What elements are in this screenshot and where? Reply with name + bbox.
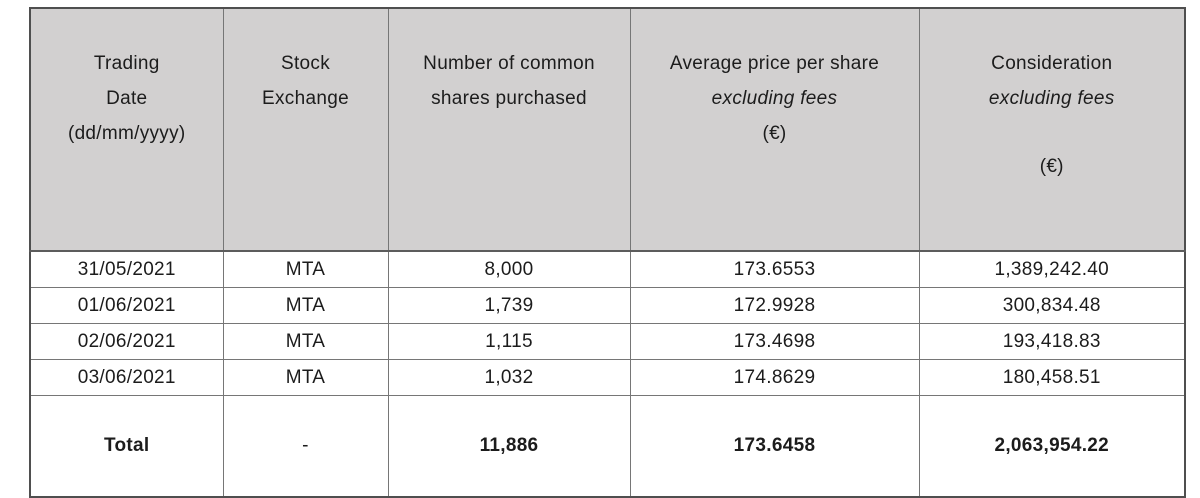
cell-stock-exchange: MTA (222, 287, 389, 324)
total-row: Total - 11,886 173.6458 2,063,954.22 (29, 395, 1186, 498)
table-row: 31/05/2021 MTA 8,000 173.6553 1,389,242.… (29, 250, 1186, 288)
col-header-stock-exchange: Stock Exchange (222, 7, 389, 252)
col-header-shares-purchased: Number of common shares purchased (387, 7, 631, 252)
cell-total-label: Total (29, 395, 224, 498)
header-line: Consideration (991, 53, 1113, 74)
header-line: shares purchased (431, 88, 587, 109)
cell-average-price: 173.4698 (629, 323, 920, 360)
table-body: 31/05/2021 MTA 8,000 173.6553 1,389,242.… (29, 250, 1186, 498)
table-row: 01/06/2021 MTA 1,739 172.9928 300,834.48 (29, 287, 1186, 324)
cell-shares: 1,739 (387, 287, 631, 324)
header-line: Stock (280, 53, 331, 74)
cell-total-shares: 11,886 (387, 395, 631, 498)
header-line: Trading (93, 53, 160, 74)
header-line: Date (106, 88, 148, 109)
header-line: Exchange (262, 88, 349, 109)
cell-stock-exchange: MTA (222, 359, 389, 396)
cell-stock-exchange: MTA (222, 323, 389, 360)
header-line: (dd/mm/yyyy) (67, 123, 186, 144)
cell-average-price: 172.9928 (629, 287, 920, 324)
cell-shares: 1,032 (387, 359, 631, 396)
trading-summary-table: Trading Date (dd/mm/yyyy) Stock Exchange… (29, 7, 1186, 498)
table-header: Trading Date (dd/mm/yyyy) Stock Exchange… (29, 7, 1186, 252)
header-line-currency: (€) (1039, 156, 1064, 177)
table-row: 02/06/2021 MTA 1,115 173.4698 193,418.83 (29, 323, 1186, 360)
cell-trading-date: 02/06/2021 (29, 323, 224, 360)
col-header-consideration: Consideration excluding fees (€) (918, 7, 1186, 252)
cell-trading-date: 31/05/2021 (29, 250, 224, 288)
table-row: 03/06/2021 MTA 1,032 174.8629 180,458.51 (29, 359, 1186, 396)
cell-shares: 1,115 (387, 323, 631, 360)
cell-total-average-price: 173.6458 (629, 395, 920, 498)
header-line: Number of common (423, 53, 595, 74)
cell-consideration: 193,418.83 (918, 323, 1186, 360)
cell-stock-exchange: MTA (222, 250, 389, 288)
cell-average-price: 174.8629 (629, 359, 920, 396)
cell-consideration: 180,458.51 (918, 359, 1186, 396)
cell-consideration: 300,834.48 (918, 287, 1186, 324)
cell-trading-date: 03/06/2021 (29, 359, 224, 396)
header-line-currency: (€) (762, 123, 787, 144)
header-line-excluding-fees: excluding fees (988, 88, 1115, 109)
cell-total-exchange: - (222, 395, 389, 498)
cell-total-consideration: 2,063,954.22 (918, 395, 1186, 498)
header-line: Average price per share (669, 53, 880, 74)
cell-average-price: 173.6553 (629, 250, 920, 288)
cell-trading-date: 01/06/2021 (29, 287, 224, 324)
cell-shares: 8,000 (387, 250, 631, 288)
buyback-disclosure-table: Trading Date (dd/mm/yyyy) Stock Exchange… (29, 7, 1186, 498)
cell-consideration: 1,389,242.40 (918, 250, 1186, 288)
col-header-trading-date: Trading Date (dd/mm/yyyy) (29, 7, 224, 252)
header-line-excluding-fees: excluding fees (711, 88, 838, 109)
header-row: Trading Date (dd/mm/yyyy) Stock Exchange… (29, 7, 1186, 252)
col-header-average-price: Average price per share excluding fees (… (629, 7, 920, 252)
